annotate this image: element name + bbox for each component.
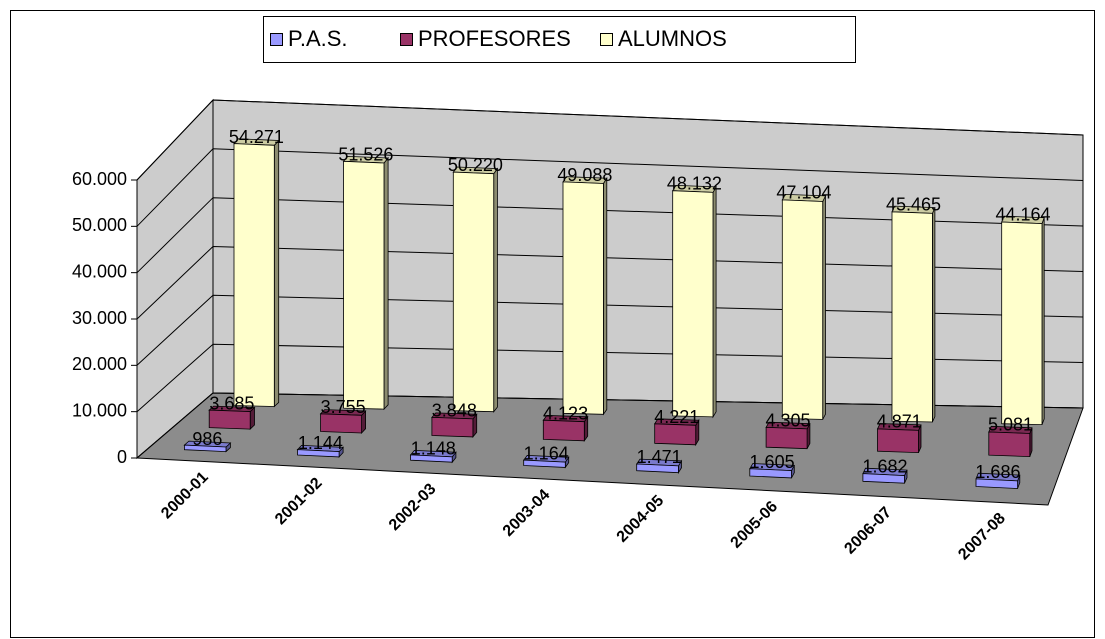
bar-side [273,139,280,408]
data-label: 1.682 [862,457,907,477]
data-label: 48.132 [667,174,722,194]
bar-side [712,185,717,419]
data-label: 4.221 [654,407,699,427]
data-label: 986 [192,429,222,449]
data-label: 3.755 [321,397,366,417]
bar-front [297,449,340,458]
y-tick-label: 20.000 [72,354,127,374]
bar [891,205,936,423]
bar [319,409,367,435]
bar [653,418,700,447]
data-label: 54.271 [229,127,284,147]
bar-front [562,181,604,415]
data-label: 1.605 [750,452,795,472]
bar [876,423,922,454]
bar-side [383,156,389,411]
bar [542,414,589,443]
data-label: 1.686 [975,462,1020,482]
data-label: 4.871 [877,412,922,432]
bar-front [1001,221,1043,426]
bar [781,193,827,420]
bar [452,166,499,413]
data-label: 5.081 [988,415,1033,435]
data-label: 3.685 [209,394,254,414]
bar [431,412,478,438]
data-label: 3.848 [432,401,477,421]
bar-front [749,468,792,479]
bar-front [636,463,679,474]
data-label: 44.164 [995,205,1050,225]
data-label: 45.465 [886,194,941,214]
bar-front [988,431,1031,458]
bar [1001,215,1045,426]
y-tick-label: 30.000 [72,308,127,328]
legend-swatch [270,33,283,46]
legend-swatch [600,33,613,46]
data-label: 50.220 [448,155,503,175]
legend-label: ALUMNOS [618,26,727,51]
data-label: 1.471 [637,447,682,467]
bar [208,405,256,431]
bar-front [523,459,566,468]
data-label: 51.526 [338,144,393,164]
legend-swatch [400,33,413,46]
legend-box [263,16,856,63]
bar-front [233,143,275,407]
bar [975,472,1021,489]
bar [988,425,1033,458]
bar-front [862,473,905,484]
bar-front [781,199,824,420]
bar [635,458,683,475]
bar-front [877,428,919,454]
y-tick-label: 50.000 [72,215,127,235]
bar [342,155,389,411]
grid-line [136,148,1084,227]
bar [862,467,908,484]
bar [672,184,717,419]
legend-label: P.A.S. [288,26,348,51]
data-label: 1.164 [524,443,569,463]
bar-front [410,454,453,463]
bar-front [765,426,808,450]
bar-front [891,211,933,423]
data-label: 49.088 [557,165,612,185]
bar [522,454,570,469]
bar-front [654,423,697,446]
bar-front [975,478,1018,489]
bar [562,176,608,416]
bar-front [208,409,251,430]
legend: P.A.S. PROFESORES ALUMNOS [270,26,727,51]
bar-front [183,444,227,453]
bar [409,449,457,464]
bar-side [603,176,608,416]
y-tick-label: 0 [117,447,127,467]
data-label: 1.148 [411,438,456,458]
data-label: 1.144 [298,433,343,453]
bar-front [343,160,385,410]
bar-side [493,167,498,413]
legend-label: PROFESORES [418,26,571,51]
bar [183,440,232,453]
bar-front [672,190,714,418]
y-tick-label: 10.000 [72,400,127,420]
bar [233,138,280,408]
bar [296,444,344,458]
bar-side [822,195,826,420]
y-tick-label: 40.000 [72,261,127,281]
bar-front [542,419,585,442]
y-tick-label: 60.000 [72,169,127,189]
bar-front [431,416,474,438]
bar-front [452,171,495,413]
data-label: 4.305 [765,410,810,430]
bar [765,421,811,450]
data-label: 4.123 [543,403,588,423]
grid-line [136,99,1084,181]
bar-front [320,413,363,434]
bar [749,463,795,479]
data-label: 47.104 [776,183,831,203]
